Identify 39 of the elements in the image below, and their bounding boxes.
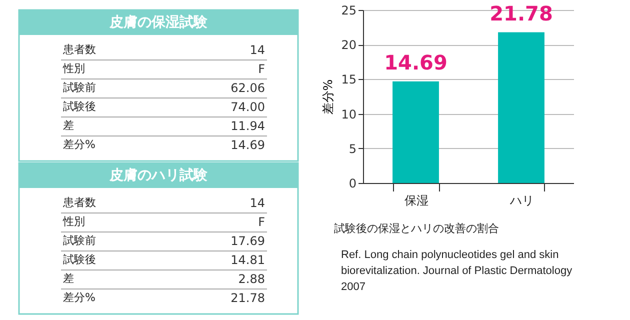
text: 14.69 — [230, 138, 265, 152]
category-label: 差分% — [63, 291, 96, 304]
text: Ref. Long chain polynucleotides gel and skin biorevitalization. Journal of Plastic Dermatology 2007 — [341, 249, 573, 293]
category-label: 試験後 — [63, 253, 96, 266]
x-tick-label: 保湿 — [404, 194, 428, 208]
y-axis-title: 差分% — [321, 79, 336, 115]
category-label: 患者数 — [62, 196, 96, 209]
text: 皮膚の保湿試験 — [108, 14, 208, 30]
text: 74.00 — [230, 100, 265, 114]
text: F — [258, 215, 265, 229]
category-label: 試験前 — [63, 81, 96, 94]
x-tick-label: ハリ — [508, 194, 534, 208]
text: 試験後の保湿とハリの改善の割合 — [334, 222, 499, 235]
text: 11.94 — [230, 119, 265, 133]
text: 皮膚のハリ試験 — [108, 166, 208, 184]
data-label: 21.78 — [490, 1, 553, 26]
category-label: 試験後 — [63, 100, 96, 113]
text: 14 — [250, 196, 265, 210]
category-label: 試験前 — [63, 234, 96, 247]
text: 62.06 — [230, 81, 265, 95]
y-tick-label: 10 — [341, 107, 356, 122]
text: 17.69 — [230, 234, 265, 248]
data-label: 14.69 — [384, 50, 448, 74]
category-label: 差分% — [63, 138, 96, 151]
category-label: 性別 — [62, 62, 85, 75]
y-tick-label: 0 — [348, 176, 356, 190]
y-tick-label: 5 — [348, 142, 356, 156]
y-tick-label: 20 — [341, 38, 356, 52]
text: F — [258, 62, 265, 76]
category-label: 患者数 — [62, 43, 96, 56]
category-label: 差 — [63, 272, 74, 285]
y-tick-label: 15 — [341, 72, 356, 87]
text: 14.81 — [230, 253, 265, 267]
text: 14 — [250, 43, 265, 57]
category-label: 差 — [63, 119, 74, 132]
text: 21.78 — [230, 291, 265, 305]
text: 2.88 — [238, 272, 265, 286]
category-label: 性別 — [62, 215, 85, 228]
y-tick-label: 25 — [341, 4, 356, 18]
